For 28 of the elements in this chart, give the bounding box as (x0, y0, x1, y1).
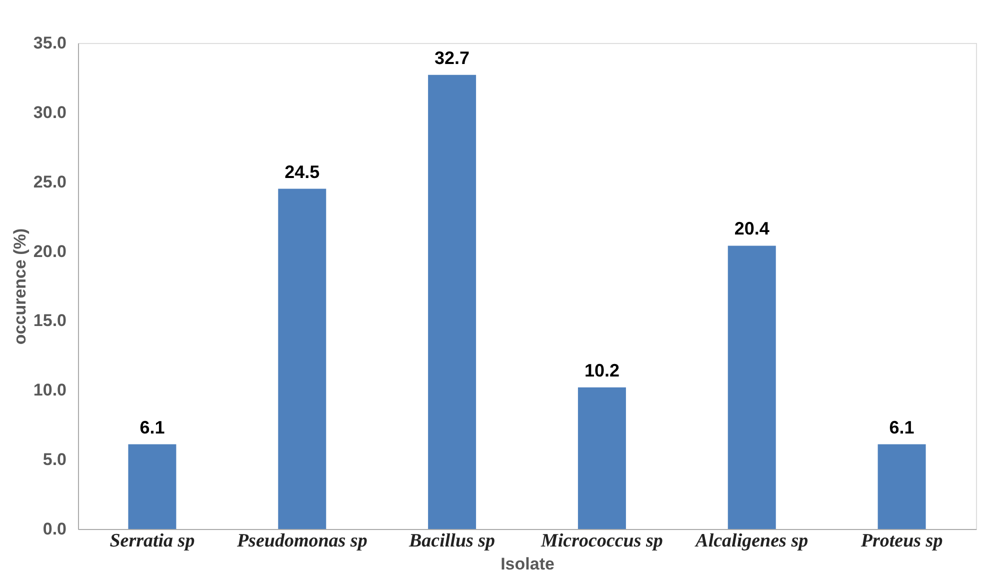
bar (278, 188, 326, 529)
bar (428, 74, 476, 529)
x-tick-label: Micrococcus sp (540, 530, 663, 552)
data-label: 20.4 (734, 218, 770, 239)
bar (578, 387, 626, 529)
x-tick-label: Serratia sp (110, 530, 195, 552)
bar (128, 444, 176, 529)
x-tick-label: Pseudomonas sp (236, 530, 368, 552)
data-label: 10.2 (584, 360, 620, 380)
y-tick-label: 35.0 (33, 34, 66, 52)
x-tick-label: Alcaligenes sp (694, 530, 808, 552)
data-label: 24.5 (284, 162, 320, 182)
y-tick-label: 0.0 (42, 520, 66, 538)
data-label: 32.7 (434, 48, 470, 68)
y-tick-label: 30.0 (33, 102, 66, 122)
bar (878, 444, 926, 529)
x-axis-title: Isolate (500, 554, 554, 574)
data-label: 6.1 (140, 417, 165, 438)
y-tick-label: 10.0 (33, 380, 66, 400)
y-tick-label: 20.0 (33, 242, 66, 261)
y-tick-label: 25.0 (33, 172, 66, 192)
bar (728, 246, 776, 529)
x-tick-label: Bacillus sp (408, 530, 496, 552)
x-tick-label: Proteus sp (860, 530, 943, 552)
data-label: 6.1 (889, 417, 914, 438)
y-axis-title: occurence (%) (10, 228, 30, 345)
y-tick-label: 5.0 (42, 450, 66, 470)
y-tick-label: 15.0 (33, 311, 66, 330)
